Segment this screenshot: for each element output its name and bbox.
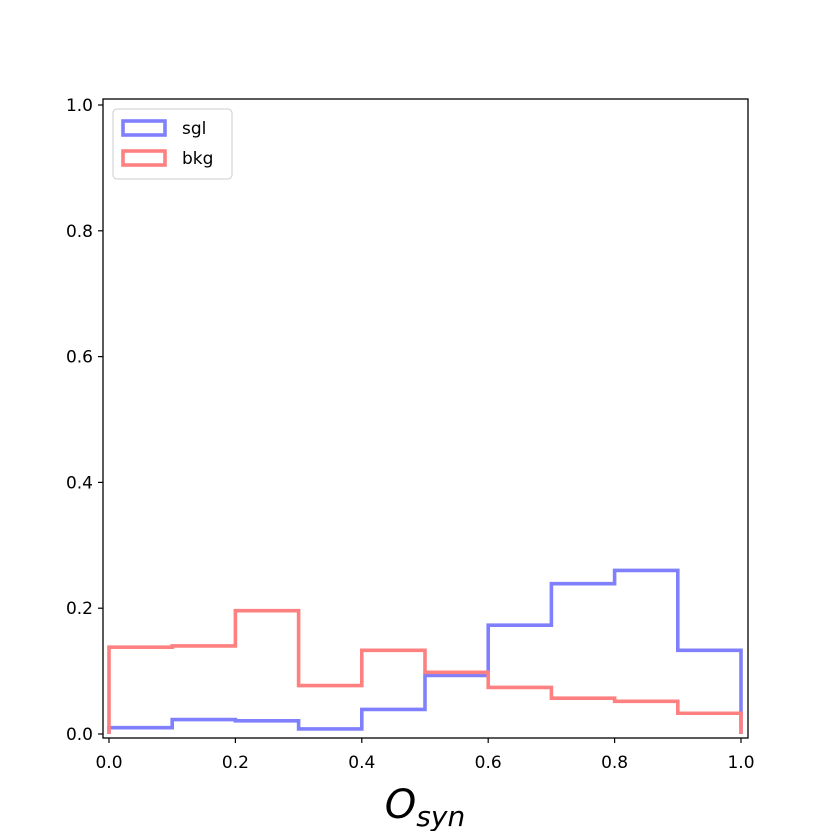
series-layer <box>107 568 743 734</box>
legend-label-sgl: sgl <box>182 119 206 139</box>
x-tick-label: 0.2 <box>222 753 249 773</box>
legend-swatch-bkg <box>121 149 167 167</box>
x-axis-label-main: O <box>385 782 416 828</box>
x-tick-label: 0.4 <box>348 753 375 773</box>
x-tick-label: 0.6 <box>475 753 502 773</box>
legend-label-bkg: bkg <box>182 149 213 169</box>
y-tick-label: 1.0 <box>66 96 93 116</box>
x-tick-label: 0.0 <box>95 753 122 773</box>
x-axis-label: Osyn <box>385 782 465 831</box>
y-tick-label: 0.8 <box>66 222 93 242</box>
series-sgl <box>107 568 743 734</box>
y-tick-label: 0.4 <box>66 473 93 493</box>
y-axis-ticks: 0.0 0.2 0.4 0.6 0.8 1.0 <box>66 96 103 745</box>
plot-frame <box>102 98 749 739</box>
series-bkg <box>107 608 743 734</box>
y-tick-label: 0.0 <box>66 725 93 745</box>
legend: sgl bkg <box>112 108 233 180</box>
x-tick-label: 0.8 <box>601 753 628 773</box>
x-axis-label-subscript: syn <box>416 800 465 831</box>
x-tick-label: 1.0 <box>727 753 754 773</box>
y-tick-label: 0.2 <box>66 599 93 619</box>
x-axis-ticks: 0.0 0.2 0.4 0.6 0.8 1.0 <box>95 738 755 773</box>
legend-swatch-sgl <box>121 119 167 137</box>
y-tick-label: 0.6 <box>66 348 93 368</box>
legend-box <box>112 108 233 180</box>
